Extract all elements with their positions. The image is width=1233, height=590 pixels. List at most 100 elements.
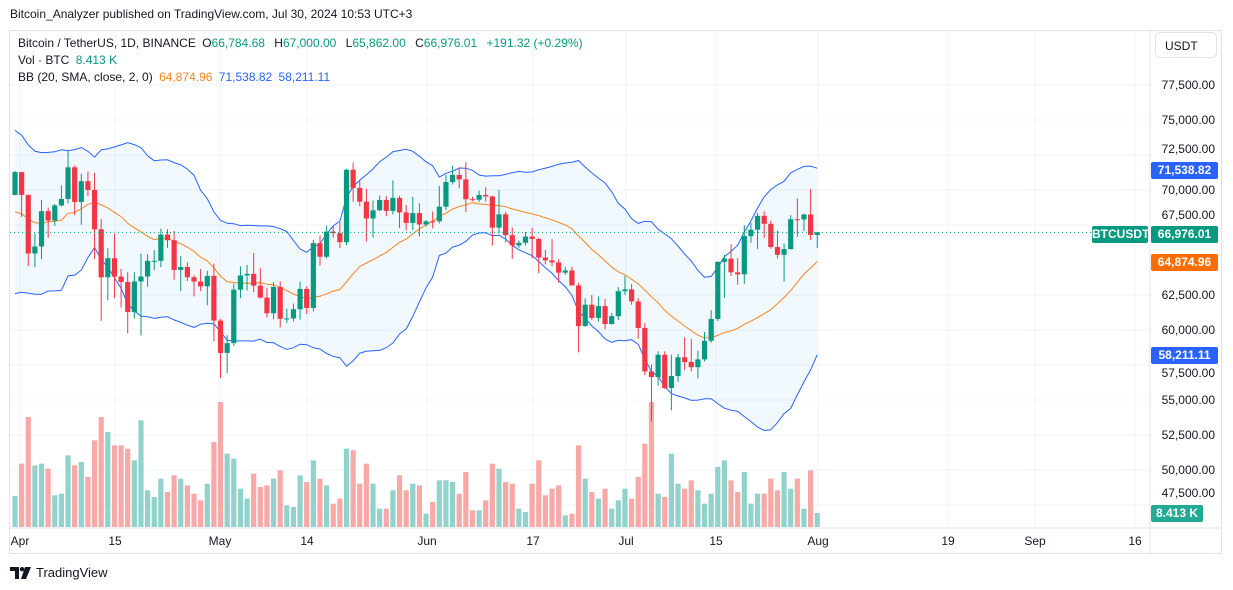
volume-bar	[211, 442, 217, 527]
bb-fill	[15, 130, 818, 431]
candle-body	[575, 285, 582, 327]
volume-bar	[383, 508, 389, 527]
candle	[297, 281, 303, 320]
candle-body	[443, 182, 449, 207]
volume-bar	[111, 445, 118, 527]
candle-body	[350, 169, 356, 188]
candle-body	[251, 273, 257, 286]
candle	[198, 268, 204, 292]
candle	[231, 283, 237, 347]
volume-bar	[549, 488, 555, 527]
candle	[648, 364, 655, 422]
volume-bar	[178, 478, 184, 527]
candle	[224, 335, 230, 374]
candle	[284, 308, 290, 324]
candle	[522, 232, 529, 246]
candle-body	[761, 215, 767, 224]
candle-body	[118, 276, 124, 283]
candle-body	[310, 243, 316, 308]
candle-body	[562, 270, 568, 273]
candle-body	[19, 172, 25, 195]
volume-bar	[290, 507, 297, 527]
time-tick-label: 15	[108, 534, 122, 548]
candle-body	[808, 214, 814, 236]
candle	[357, 180, 363, 207]
candle-body	[602, 306, 608, 325]
candle-body	[184, 267, 190, 278]
volume-bar	[701, 503, 708, 527]
price-tick-label: 52,500.00	[1161, 427, 1215, 442]
candle	[609, 312, 615, 325]
volume-bar	[456, 493, 462, 527]
bb-upper-line	[14, 129, 818, 278]
candle-body	[131, 281, 137, 313]
candle-body	[496, 214, 502, 228]
volume-bar	[118, 445, 124, 527]
candle-body	[788, 219, 794, 250]
candle	[38, 199, 45, 260]
volume-bar	[483, 500, 489, 527]
candle	[430, 211, 436, 229]
candle	[98, 218, 104, 321]
volume-bar	[98, 417, 104, 527]
volume-bar	[728, 480, 734, 527]
candle	[12, 170, 18, 196]
candle-body	[655, 354, 661, 378]
candle	[682, 337, 688, 370]
candle-body	[52, 205, 58, 221]
candle	[118, 268, 124, 308]
legend-change: +191.32 (+0.29%)	[486, 36, 583, 50]
candle-body	[171, 240, 177, 270]
candle-body	[768, 223, 774, 248]
volume-bar	[443, 480, 449, 527]
volume-bar	[65, 455, 71, 527]
volume-bar	[774, 490, 781, 527]
candle	[529, 227, 535, 259]
volume-bar	[808, 470, 814, 527]
candle	[622, 275, 628, 296]
volume-bar	[198, 500, 204, 527]
candle-body	[748, 229, 754, 237]
candle	[496, 190, 502, 234]
price-tick-label: 77,500.00	[1161, 78, 1215, 92]
candle-body	[708, 318, 714, 341]
volume-bar	[748, 503, 754, 527]
candle	[145, 254, 151, 287]
candle	[244, 264, 250, 291]
volume-bar	[814, 512, 820, 527]
volume-bar	[410, 483, 416, 527]
volume-bar	[350, 450, 356, 527]
candle-body	[164, 234, 171, 241]
candle	[808, 188, 814, 241]
tradingview-logo[interactable]: TradingView	[10, 565, 108, 580]
volume-bar	[489, 463, 495, 527]
volume-bar	[569, 513, 575, 527]
bb-lower-line	[14, 232, 818, 432]
candle	[768, 220, 774, 249]
candle	[410, 196, 416, 231]
volume-bar	[628, 498, 635, 527]
candle-body	[728, 258, 734, 273]
candle	[443, 175, 449, 211]
volume-bar	[72, 465, 78, 527]
currency-unit-button[interactable]: USDT	[1155, 32, 1217, 58]
candle-body	[211, 275, 217, 321]
candle	[324, 225, 330, 259]
candle-body	[151, 260, 157, 262]
candle	[748, 222, 754, 243]
candle	[58, 185, 65, 207]
publisher-line: Bitcoin_Analyzer published on TradingVie…	[10, 7, 413, 21]
candle	[708, 310, 714, 343]
candle	[655, 351, 661, 386]
candle	[330, 226, 336, 238]
volume-bar	[270, 478, 277, 527]
volume-bar	[297, 475, 303, 527]
volume-bar	[217, 402, 224, 527]
candle-body	[383, 199, 389, 211]
tradingview-brand: TradingView	[36, 565, 108, 580]
volume-bar	[45, 468, 51, 527]
candle	[761, 211, 767, 238]
legend-close: C66,976.01	[415, 36, 478, 50]
volume-bar	[503, 482, 509, 527]
